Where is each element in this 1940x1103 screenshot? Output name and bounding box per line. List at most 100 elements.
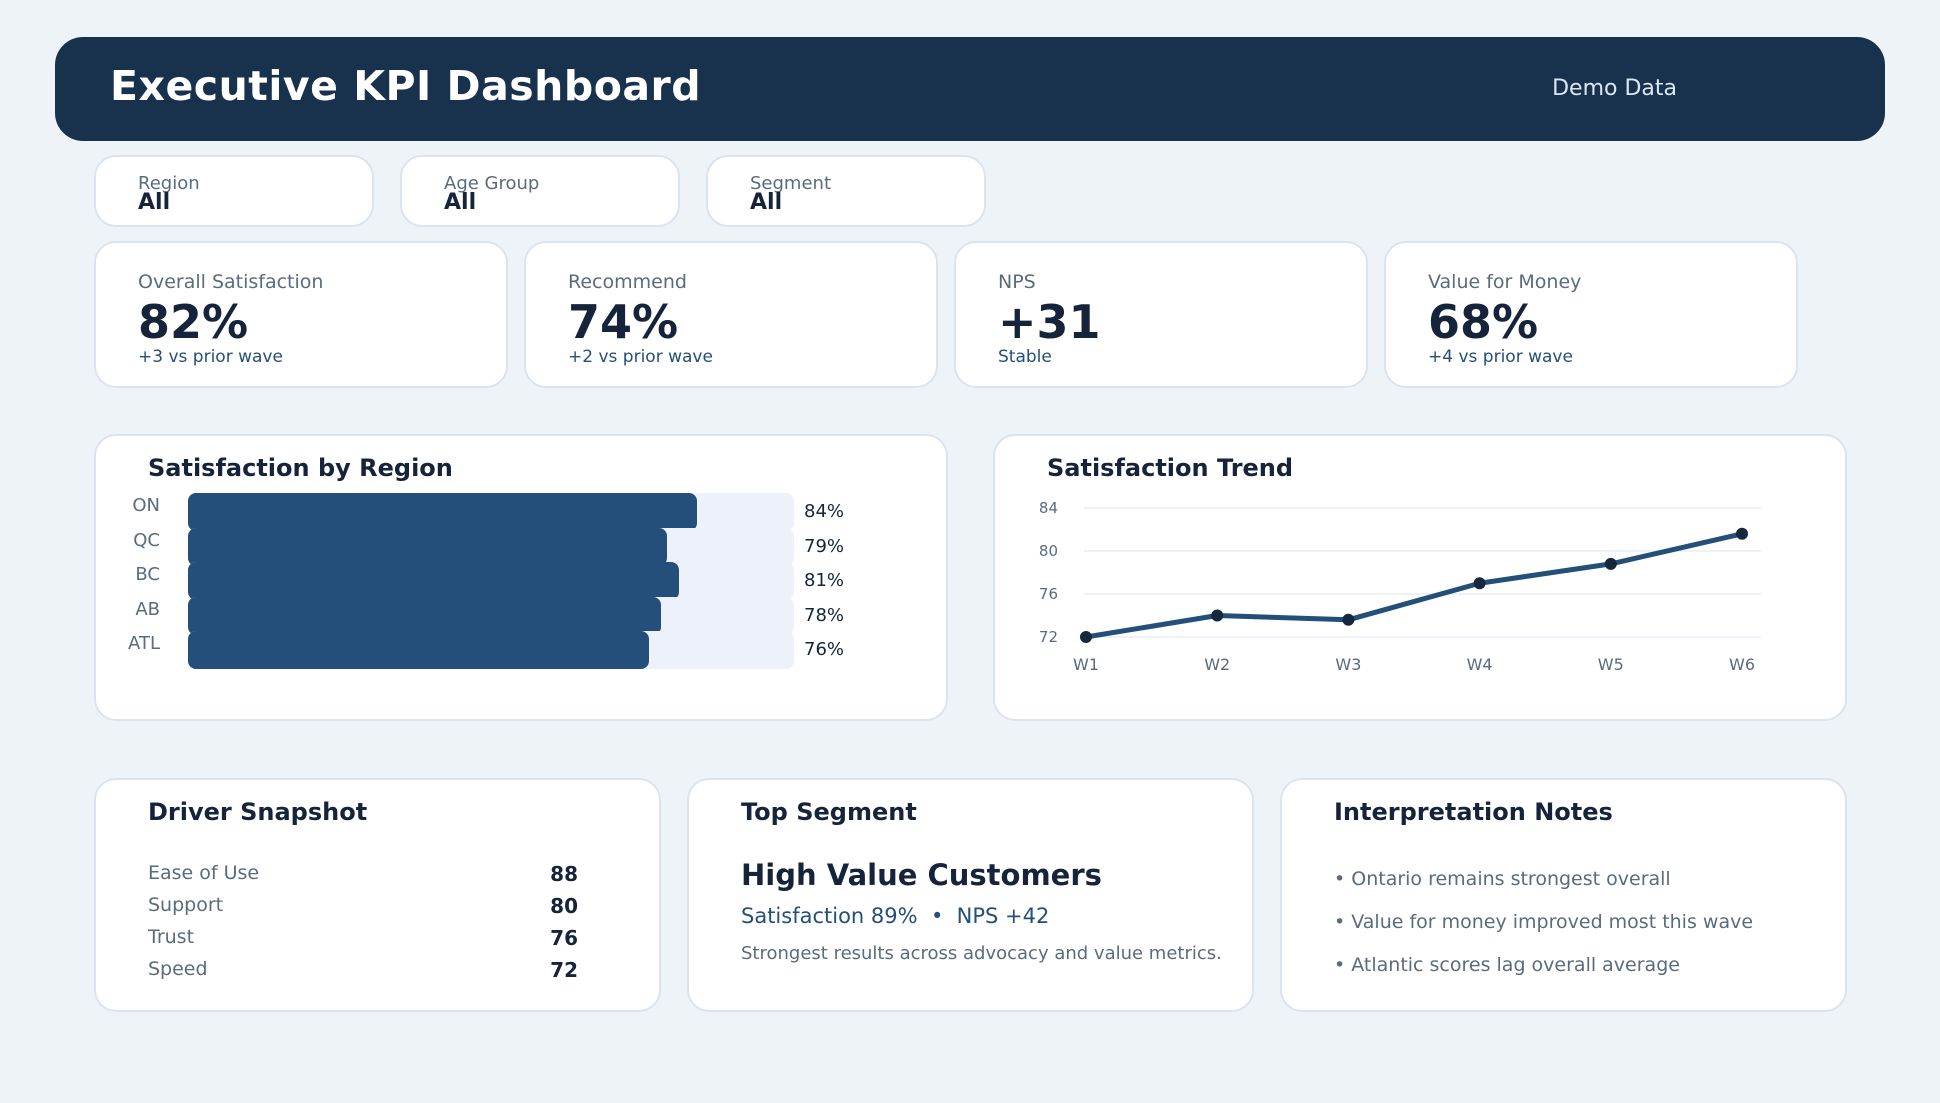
kpi-value: 68% xyxy=(1428,295,1539,349)
data-point xyxy=(1211,609,1224,622)
filter-age-group[interactable]: Age Group All xyxy=(400,155,680,227)
y-tick-label: 80 xyxy=(1039,542,1058,560)
trend-chart-panel: Satisfaction Trend 72 76 80 84 W1 W2 W3 W4 W5 W6 xyxy=(993,434,1847,721)
kpi-card-overall-satisfaction: Overall Satisfaction 82% +3 vs prior wav… xyxy=(94,241,508,388)
page-title: Executive KPI Dashboard xyxy=(110,62,702,110)
kpi-label: NPS xyxy=(998,271,1036,293)
kpi-value: 82% xyxy=(138,295,249,349)
bar-track xyxy=(188,631,794,669)
note-item: • Ontario remains strongest overall xyxy=(1334,868,1671,890)
panel-title: Driver Snapshot xyxy=(148,798,368,826)
data-point xyxy=(1736,527,1748,540)
filter-value: All xyxy=(444,190,477,215)
kpi-label: Recommend xyxy=(568,271,687,293)
x-tick-label: W4 xyxy=(1467,655,1493,674)
kpi-change: Stable xyxy=(998,347,1052,367)
bar-category-label: QC xyxy=(133,529,160,551)
bar xyxy=(188,562,679,600)
bar xyxy=(188,527,667,566)
y-tick-label: 76 xyxy=(1039,585,1058,603)
region-bar-chart: ON 84% QC 79% BC 81% AB 78% ATL 76% xyxy=(96,493,948,693)
kpi-label: Overall Satisfaction xyxy=(138,271,324,293)
segment-name: High Value Customers xyxy=(741,858,1102,892)
bar-row-ab: AB 78% xyxy=(96,596,856,635)
data-point xyxy=(1473,577,1486,590)
data-point xyxy=(1342,613,1355,626)
kpi-card-nps: NPS +31 Stable xyxy=(954,241,1368,388)
segment-stats: Satisfaction 89% • NPS +42 xyxy=(741,904,1050,928)
bar xyxy=(188,631,649,669)
interpretation-notes-panel: Interpretation Notes • Ontario remains s… xyxy=(1280,778,1847,1012)
bar-data-label: 81% xyxy=(804,570,845,591)
bar-data-label: 78% xyxy=(804,604,845,626)
bar-data-label: 76% xyxy=(804,639,845,660)
series-line xyxy=(1083,531,1745,640)
bar-data-label: 79% xyxy=(804,535,845,557)
panel-title: Satisfaction Trend xyxy=(1047,454,1294,482)
filter-region[interactable]: Region All xyxy=(94,155,374,227)
driver-name: Support xyxy=(148,894,224,916)
kpi-value: +31 xyxy=(998,295,1101,349)
bar-row-atl: ATL 76% xyxy=(96,631,856,669)
driver-name: Ease of Use xyxy=(148,862,260,884)
demo-data-tag: Demo Data xyxy=(1552,76,1677,101)
driver-score: 72 xyxy=(550,958,578,982)
bar-category-label: AB xyxy=(135,598,160,620)
x-tick-label: W2 xyxy=(1204,655,1230,674)
filter-label: Segment xyxy=(750,173,831,194)
bar-track xyxy=(188,493,794,531)
bar xyxy=(188,493,697,531)
driver-name: Speed xyxy=(148,958,208,980)
dashboard-header: Executive KPI Dashboard Demo Data xyxy=(55,37,1885,141)
panel-title: Satisfaction by Region xyxy=(148,454,453,482)
kpi-card-recommend: Recommend 74% +2 vs prior wave xyxy=(524,241,938,388)
data-point xyxy=(1604,557,1617,570)
filter-label: Age Group xyxy=(444,173,540,194)
bar-category-label: ON xyxy=(132,495,160,516)
y-tick-label: 72 xyxy=(1039,628,1058,646)
driver-row: Ease of Use 88 xyxy=(148,862,578,890)
segment-description: Strongest results across advocacy and va… xyxy=(741,943,1222,964)
driver-row: Support 80 xyxy=(148,894,578,922)
driver-snapshot-panel: Driver Snapshot Ease of Use 88 Support 8… xyxy=(94,778,661,1012)
bar-row-on: ON 84% xyxy=(96,493,856,531)
filter-label: Region xyxy=(138,173,200,194)
kpi-change: +2 vs prior wave xyxy=(568,347,713,367)
x-tick-label: W1 xyxy=(1073,655,1099,674)
filter-value: All xyxy=(138,190,171,215)
bar-row-bc: BC 81% xyxy=(96,562,856,600)
data-point xyxy=(1080,631,1092,643)
driver-row: Speed 72 xyxy=(148,958,578,986)
bar-data-label: 84% xyxy=(804,501,845,522)
driver-score: 76 xyxy=(550,926,578,950)
x-tick-label: W3 xyxy=(1335,655,1361,674)
kpi-change: +4 vs prior wave xyxy=(1428,347,1573,367)
top-segment-panel: Top Segment High Value Customers Satisfa… xyxy=(687,778,1254,1012)
filter-value: All xyxy=(750,190,783,215)
bar-track xyxy=(188,562,794,600)
note-item: • Value for money improved most this wav… xyxy=(1334,911,1754,933)
bar-row-qc: QC 79% xyxy=(96,527,856,566)
kpi-change: +3 vs prior wave xyxy=(138,347,283,367)
bar-track xyxy=(188,527,794,566)
kpi-value: 74% xyxy=(568,295,679,349)
x-tick-label: W6 xyxy=(1729,655,1755,674)
region-chart-panel: Satisfaction by Region ON 84% QC 79% BC 81% AB… xyxy=(94,434,948,721)
note-item: • Atlantic scores lag overall average xyxy=(1334,954,1680,976)
panel-title: Top Segment xyxy=(741,798,917,826)
kpi-card-value-for-money: Value for Money 68% +4 vs prior wave xyxy=(1384,241,1798,388)
y-tick-label: 84 xyxy=(1039,499,1058,517)
trend-line-chart: 72 76 80 84 W1 W2 W3 W4 W5 W6 xyxy=(1039,499,1761,674)
driver-name: Trust xyxy=(148,926,195,948)
filter-segment[interactable]: Segment All xyxy=(706,155,986,227)
bar-track xyxy=(188,596,794,635)
panel-title: Interpretation Notes xyxy=(1334,798,1613,826)
bar-category-label: ATL xyxy=(128,633,160,654)
bar xyxy=(188,596,661,635)
driver-row: Trust 76 xyxy=(148,926,578,954)
bar-category-label: BC xyxy=(135,564,160,585)
driver-score: 80 xyxy=(550,894,578,918)
kpi-label: Value for Money xyxy=(1428,271,1582,293)
driver-score: 88 xyxy=(550,862,578,886)
x-tick-label: W5 xyxy=(1598,655,1624,674)
